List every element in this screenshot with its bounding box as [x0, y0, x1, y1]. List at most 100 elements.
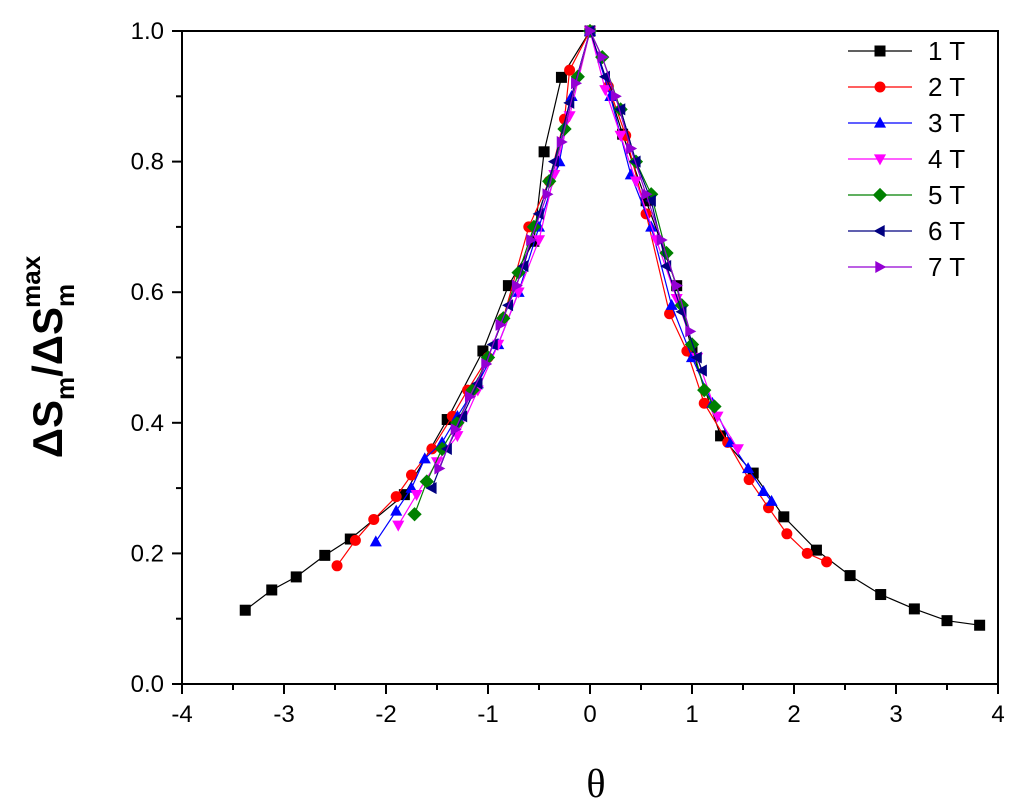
data-point	[757, 485, 770, 497]
x-axis-label: θ	[586, 761, 605, 806]
legend-item: 2 T	[848, 72, 965, 102]
y-label-separator: /ΔS	[24, 307, 71, 377]
y-tick-label: 0.0	[131, 671, 164, 698]
data-point	[684, 337, 700, 352]
legend-marker	[873, 116, 887, 128]
data-point	[644, 194, 656, 207]
data-point	[685, 325, 697, 338]
data-point	[571, 77, 583, 90]
data-point	[418, 452, 431, 464]
data-point	[450, 423, 462, 436]
data-point	[585, 24, 597, 38]
data-point	[765, 494, 778, 506]
data-point	[660, 260, 672, 273]
data-point	[659, 245, 674, 261]
legend-marker	[873, 154, 887, 166]
data-point	[626, 142, 638, 155]
legend-marker	[872, 187, 888, 203]
data-point	[532, 235, 546, 247]
data-point	[941, 615, 953, 627]
y-tick-label: 0.4	[131, 410, 164, 437]
legend-label: 7 T	[928, 252, 965, 282]
y-label-sub2: m	[50, 284, 80, 307]
data-point	[369, 535, 382, 547]
legend-label: 3 T	[928, 108, 965, 138]
data-point	[974, 619, 986, 631]
data-point	[542, 174, 557, 189]
data-point	[410, 489, 423, 501]
x-tick-label: -1	[477, 701, 498, 728]
data-point	[731, 444, 744, 456]
data-point	[495, 318, 507, 331]
legend-label: 5 T	[928, 180, 965, 210]
data-point	[614, 130, 627, 142]
y-tick-label: 0.2	[131, 540, 164, 567]
x-tick-label: 1	[685, 701, 698, 728]
y-tick-label: 0.6	[131, 279, 164, 306]
data-point	[875, 589, 887, 601]
data-point	[331, 560, 343, 572]
data-point	[538, 146, 550, 158]
data-point	[390, 491, 402, 503]
data-point	[672, 279, 684, 292]
data-point	[908, 603, 920, 615]
data-point	[434, 462, 446, 475]
plot-frame	[181, 30, 999, 685]
data-point	[419, 474, 434, 489]
legend-marker	[874, 45, 886, 57]
data-point	[511, 279, 523, 292]
data-point	[781, 528, 793, 540]
legend-label: 1 T	[928, 36, 965, 66]
data-point	[512, 287, 525, 299]
data-point	[440, 442, 452, 455]
data-point	[844, 570, 856, 582]
data-point	[392, 520, 405, 532]
y-label-prefix: ΔS	[24, 400, 71, 458]
legend-item: 4 T	[848, 144, 965, 174]
data-point	[481, 357, 493, 371]
data-point	[695, 364, 707, 377]
legend-marker	[875, 260, 887, 274]
data-point	[641, 188, 653, 201]
data-point	[665, 298, 678, 310]
data-point	[464, 390, 476, 403]
data-point	[430, 457, 444, 469]
data-point	[407, 507, 422, 522]
y-axis-label: ΔSm/ΔSmmax	[16, 255, 80, 458]
data-point	[239, 604, 251, 616]
series-5	[425, 24, 707, 495]
data-point	[610, 90, 622, 103]
legend-marker	[874, 81, 886, 93]
data-point	[542, 188, 554, 201]
data-point	[778, 511, 790, 523]
legend-item: 3 T	[848, 108, 965, 138]
x-tick-label: 4	[991, 701, 1004, 728]
data-point	[743, 474, 755, 486]
legend-item: 7 T	[848, 252, 965, 282]
data-point	[319, 549, 331, 561]
data-point	[599, 85, 612, 97]
data-point	[711, 411, 724, 423]
data-point	[690, 351, 702, 364]
data-point	[742, 462, 755, 474]
x-tick-label: 3	[889, 701, 902, 728]
data-point	[698, 397, 710, 409]
x-tick-label: 2	[787, 701, 800, 728]
legend-item: 1 T	[848, 36, 965, 66]
x-tick-label: -2	[375, 701, 396, 728]
legend-item: 6 T	[848, 216, 965, 246]
data-point	[406, 469, 417, 481]
data-point	[390, 504, 403, 516]
data-point	[597, 51, 609, 64]
x-tick-label: -4	[171, 701, 192, 728]
legend-item: 5 T	[848, 180, 965, 210]
data-point	[556, 135, 568, 149]
data-point	[547, 155, 559, 168]
legend: 1 T 2 T 3 T 4 T 5 T 6 T 7 T	[848, 36, 965, 282]
data-point	[526, 233, 538, 247]
x-tick-label: 0	[583, 701, 596, 728]
data-point	[697, 383, 712, 398]
data-point	[502, 299, 514, 312]
data-point	[266, 584, 278, 596]
